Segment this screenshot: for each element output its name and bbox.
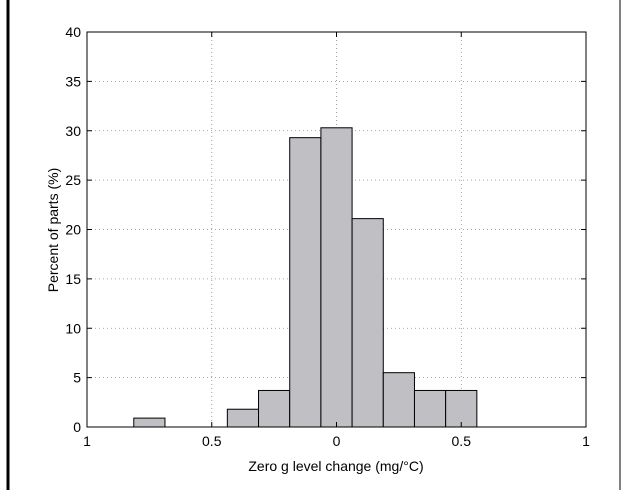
y-tick-label: 25 <box>65 172 81 188</box>
x-tick-label: 0.5 <box>202 433 222 449</box>
histogram-bar <box>258 389 291 428</box>
histogram-bar <box>320 127 353 428</box>
y-tick-label: 15 <box>65 271 81 287</box>
histogram-bar <box>445 389 478 428</box>
x-tick-label: 0.5 <box>452 433 472 449</box>
y-tick-label: 5 <box>73 370 81 386</box>
histogram-bar <box>413 389 447 428</box>
histogram-bar <box>289 137 322 428</box>
histogram-bar <box>133 417 166 428</box>
y-axis-label: Percent of parts (%) <box>45 168 61 293</box>
x-tick-labels: 1 0.5 0 0.5 1 <box>83 433 590 449</box>
histogram-bar <box>351 218 384 428</box>
y-tick-label: 20 <box>65 222 81 238</box>
x-tick-label: 0 <box>333 433 341 449</box>
axis-ticks <box>86 31 587 428</box>
x-tick-label: 1 <box>83 433 91 449</box>
y-tick-label: 35 <box>65 73 81 89</box>
x-axis-label: Zero g level change (mg/°C) <box>248 458 423 474</box>
x-tick-label: 1 <box>582 433 590 449</box>
y-tick-label: 40 <box>65 24 81 40</box>
y-tick-label: 10 <box>65 320 81 336</box>
y-tick-labels: 0 5 10 15 20 25 30 35 40 <box>65 24 81 435</box>
histogram-bar <box>226 408 260 428</box>
histogram-bar <box>382 372 415 428</box>
histogram-bars <box>133 127 478 428</box>
y-tick-label: 30 <box>65 123 81 139</box>
y-tick-label: 0 <box>73 419 81 435</box>
